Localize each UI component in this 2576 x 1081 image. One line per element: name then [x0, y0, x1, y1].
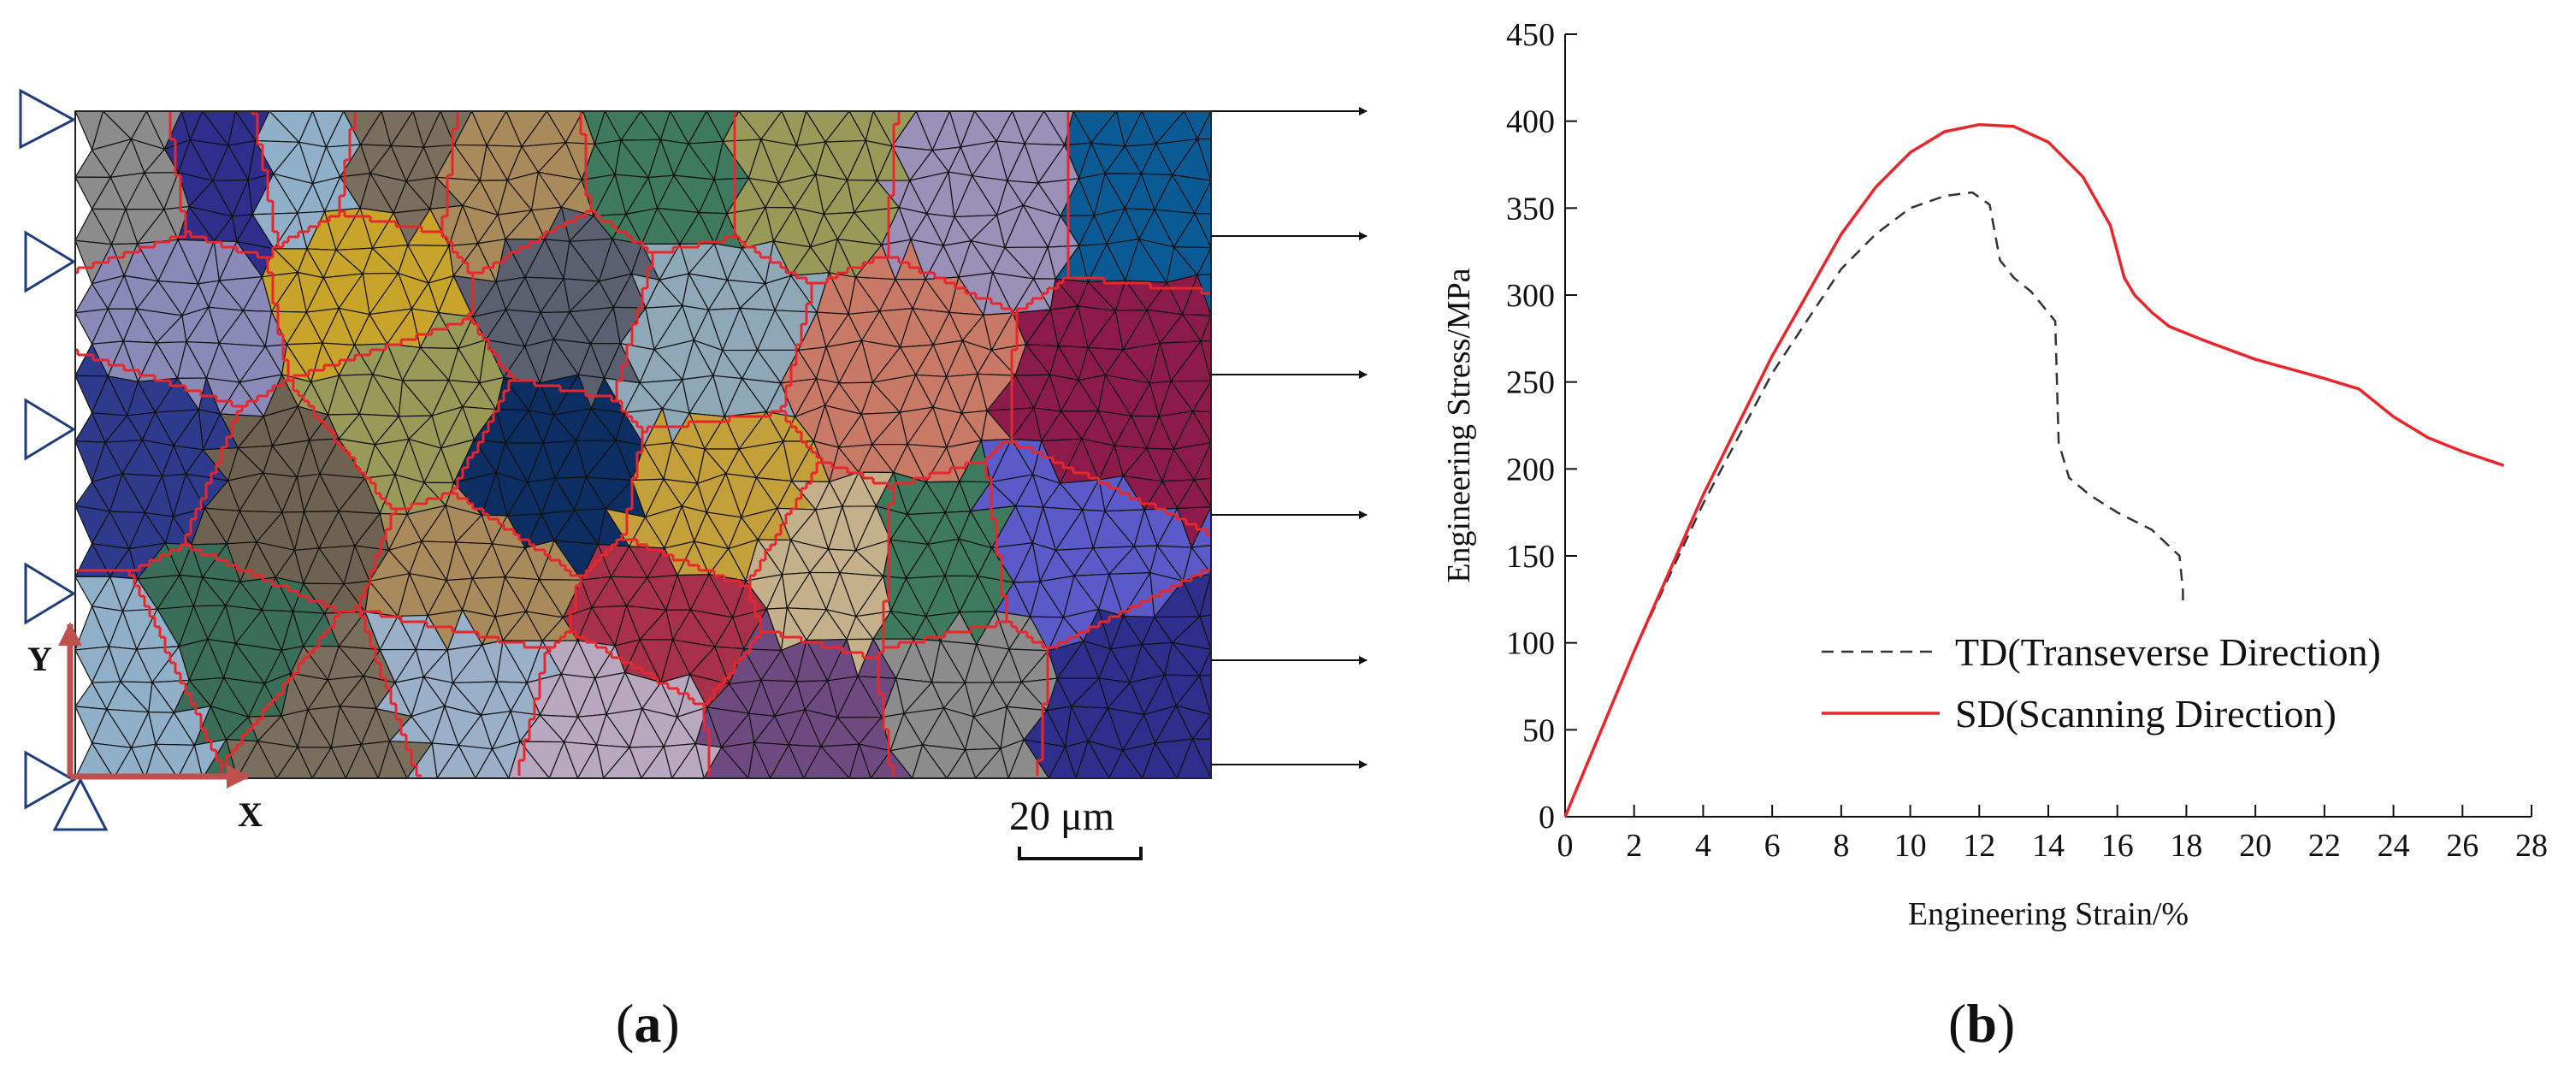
mesh-element — [377, 740, 408, 778]
y-tick-label: 150 — [1506, 539, 1555, 575]
mesh-element — [1176, 737, 1211, 778]
y-tick-label: 450 — [1506, 17, 1555, 53]
mesh-element — [641, 745, 673, 778]
roller-support-icon — [24, 398, 76, 461]
mesh-element — [1199, 571, 1211, 617]
chart-legend: TD(Transeverse Direction) SD(Scanning Dir… — [1822, 630, 2381, 735]
load-arrows — [1211, 107, 1368, 769]
mesh-element — [275, 746, 313, 778]
y-axis-title: Engineering Stress/MPa — [1441, 268, 1477, 582]
mesh-element — [406, 741, 438, 778]
x-axis-ticks: 0 2 4 6 8 10 12 14 16 18 20 22 24 26 28 — [1557, 805, 2548, 864]
mesh-element — [703, 746, 749, 778]
mesh-element — [671, 742, 705, 778]
scale-bar: 20 μm — [1009, 794, 1143, 860]
y-tick-label: 50 — [1522, 712, 1555, 748]
mesh-element — [145, 742, 179, 778]
y-tick-label: 350 — [1506, 191, 1555, 227]
mesh-element — [848, 742, 871, 778]
x-tick-label: 20 — [2239, 828, 2272, 864]
panel-label-a: (a) — [616, 993, 680, 1054]
x-tick-label: 4 — [1695, 828, 1711, 864]
y-tick-label: 200 — [1506, 452, 1555, 487]
mesh-elements — [75, 111, 1211, 778]
series-line-sd — [1563, 122, 2505, 818]
mesh-outline — [74, 110, 1212, 779]
support-constraints — [19, 88, 109, 831]
roller-support-icon — [24, 230, 76, 293]
x-tick-label: 8 — [1833, 828, 1849, 864]
roller-support-icon — [19, 88, 77, 150]
scale-bar-line — [1018, 847, 1143, 860]
x-tick-label: 10 — [1894, 828, 1927, 864]
legend-label: SD(Scanning Direction) — [1955, 692, 2337, 735]
y-tick-label: 300 — [1506, 278, 1555, 314]
mesh-panel: Y X 20 μm — [19, 88, 1368, 860]
mesh-element — [311, 746, 346, 778]
mesh-element — [1194, 179, 1211, 215]
coordinate-axes: Y X — [27, 622, 263, 834]
mesh-element — [548, 740, 579, 778]
mesh-element — [974, 747, 1009, 778]
mesh-element — [1196, 111, 1211, 140]
mesh-element — [1200, 314, 1211, 342]
mesh-element — [1075, 739, 1110, 778]
x-tick-label: 6 — [1764, 828, 1781, 864]
x-tick-label: 22 — [2308, 828, 2341, 864]
y-tick-label: 250 — [1506, 365, 1555, 401]
mesh-element — [113, 746, 146, 778]
grain-boundaries — [75, 111, 1211, 777]
roller-support-icon — [24, 562, 76, 625]
mesh-element — [1196, 246, 1211, 276]
mesh-element — [345, 742, 379, 778]
series-line-td — [1563, 191, 2184, 818]
y-tick-label: 400 — [1506, 104, 1555, 140]
y-tick-label: 100 — [1506, 626, 1555, 662]
x-tick-label: 24 — [2378, 828, 2410, 864]
x-tick-label: 14 — [2032, 828, 2065, 864]
x-tick-label: 16 — [2101, 828, 2134, 864]
x-axis-label: X — [238, 795, 263, 834]
x-tick-label: 2 — [1626, 828, 1642, 864]
x-tick-label: 0 — [1557, 828, 1574, 864]
mesh-element — [1007, 738, 1050, 778]
roller-support-icon — [24, 750, 77, 810]
mesh-element — [1142, 741, 1178, 778]
x-tick-label: 12 — [1963, 828, 1995, 864]
grain-boundary-lines — [75, 111, 1211, 777]
mesh-element — [475, 747, 510, 778]
mesh-element — [1048, 745, 1077, 778]
mesh-element — [946, 748, 977, 778]
mesh-element — [1198, 648, 1211, 676]
mesh-element — [576, 743, 605, 778]
y-axis-ticks: 0 50 100 150 200 250 300 350 400 450 — [1506, 17, 1577, 836]
scale-bar-label: 20 μm — [1009, 794, 1114, 839]
y-tick-label: 0 — [1539, 800, 1555, 836]
mesh-element — [747, 741, 771, 778]
mesh-element — [912, 743, 948, 778]
x-axis-title: Engineering Strain/% — [1908, 896, 2189, 932]
mesh-element — [769, 743, 805, 778]
mesh-element — [75, 741, 115, 778]
x-tick-label: 26 — [2446, 828, 2479, 864]
x-tick-label: 18 — [2170, 828, 2202, 864]
y-axis-label: Y — [27, 640, 52, 678]
mesh-element — [177, 743, 204, 778]
mesh-element — [1108, 749, 1143, 778]
series-lines — [1563, 122, 2505, 818]
mesh-element — [602, 746, 642, 778]
mesh-element — [436, 744, 476, 778]
panel-label-b: (b) — [1948, 993, 2016, 1054]
x-tick-label: 28 — [2515, 828, 2548, 864]
pin-support-icon — [52, 777, 109, 831]
legend-label: TD(Transeverse Direction) — [1955, 630, 2381, 674]
mesh-element — [802, 745, 850, 778]
